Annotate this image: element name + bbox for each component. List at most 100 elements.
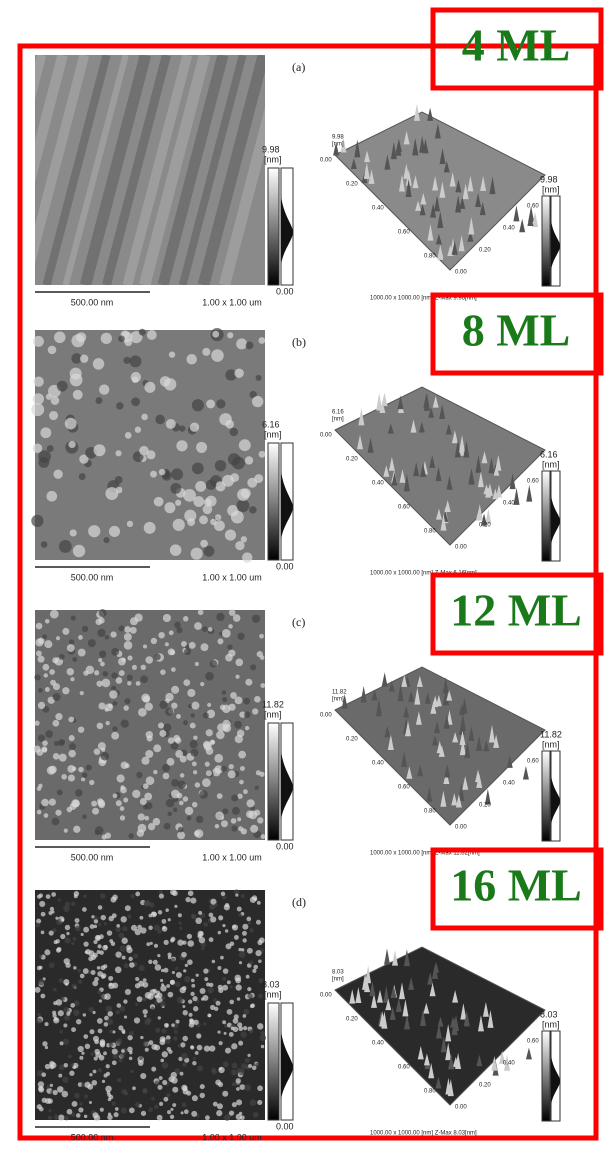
grain xyxy=(230,985,233,988)
grain xyxy=(239,961,242,964)
grain xyxy=(179,801,184,806)
grain xyxy=(201,947,204,950)
grain xyxy=(171,667,176,672)
grain xyxy=(236,338,247,349)
grain xyxy=(151,638,157,644)
grain xyxy=(155,415,165,425)
grain xyxy=(241,894,245,898)
grain xyxy=(82,626,88,632)
grain xyxy=(105,635,109,639)
grain xyxy=(180,773,185,778)
grain xyxy=(57,1086,64,1093)
grain xyxy=(193,1057,196,1060)
grain xyxy=(234,1014,239,1019)
grain xyxy=(196,816,203,823)
grain xyxy=(228,650,235,657)
peak xyxy=(519,219,525,233)
grain xyxy=(216,731,225,740)
grain xyxy=(71,334,84,347)
grain xyxy=(218,985,223,990)
grain xyxy=(108,704,113,709)
grain xyxy=(146,942,150,946)
grain xyxy=(259,937,265,943)
grain xyxy=(112,982,118,988)
grain xyxy=(38,979,45,986)
grain xyxy=(148,914,152,918)
grain xyxy=(242,924,248,930)
axis-3d-label: 0.00 xyxy=(455,1105,467,1111)
panel-label: (d) xyxy=(292,895,306,909)
grain xyxy=(175,967,178,970)
grain xyxy=(164,823,171,830)
axis-3d-label: 0.20 xyxy=(346,737,358,743)
grain xyxy=(232,1082,236,1086)
scale-bar-label: 500.00 nm xyxy=(71,297,114,307)
grain xyxy=(60,934,65,939)
grain xyxy=(177,780,185,788)
grain xyxy=(200,643,208,651)
grain xyxy=(244,711,251,718)
grain xyxy=(195,481,206,492)
grain xyxy=(137,830,144,837)
zmin-label: 0.00 xyxy=(276,286,294,296)
grain xyxy=(105,1086,111,1092)
grain xyxy=(234,368,243,377)
grain xyxy=(191,984,195,988)
grain xyxy=(129,1031,134,1036)
grain xyxy=(236,1087,240,1091)
grain xyxy=(73,826,80,833)
grain xyxy=(182,1102,187,1107)
grain xyxy=(180,1072,184,1076)
grain xyxy=(177,997,183,1003)
peak xyxy=(526,1047,532,1059)
grain xyxy=(198,609,204,615)
grain xyxy=(161,1028,166,1033)
grain xyxy=(234,721,242,729)
grain xyxy=(91,915,94,918)
grain xyxy=(190,723,196,729)
grain xyxy=(154,497,164,507)
grain xyxy=(195,662,199,666)
grain xyxy=(247,948,253,954)
grain xyxy=(196,1033,201,1038)
color-bar xyxy=(268,168,279,285)
grain xyxy=(228,624,233,629)
grain xyxy=(74,891,79,896)
grain xyxy=(153,770,157,774)
grain xyxy=(59,1030,63,1034)
grain xyxy=(33,336,44,347)
grain xyxy=(49,1061,55,1067)
grain xyxy=(200,1084,205,1089)
grain xyxy=(178,921,181,924)
grain xyxy=(135,929,141,935)
grain xyxy=(127,655,132,660)
color-bar-3d xyxy=(542,751,550,841)
grain xyxy=(106,1006,112,1012)
grain xyxy=(256,920,261,925)
axis-3d-label: 0.60 xyxy=(398,230,410,236)
grain xyxy=(39,901,45,907)
grain xyxy=(54,940,58,944)
grain xyxy=(113,793,118,798)
grain xyxy=(245,1058,250,1063)
grain xyxy=(188,890,194,896)
grain xyxy=(162,1080,167,1085)
axis-3d-label: 0.60 xyxy=(398,1065,410,1071)
grain xyxy=(109,939,113,943)
grain xyxy=(243,789,248,794)
grain xyxy=(144,901,150,907)
grain xyxy=(192,1095,198,1101)
grain xyxy=(88,525,100,537)
grain xyxy=(247,1054,250,1057)
grain xyxy=(192,399,204,411)
grain xyxy=(118,1025,123,1030)
grain xyxy=(87,1084,93,1090)
grain xyxy=(65,418,77,430)
grain xyxy=(175,737,181,743)
grain xyxy=(190,897,196,903)
grain xyxy=(170,650,175,655)
grain xyxy=(220,956,224,960)
grain xyxy=(57,381,68,392)
grain xyxy=(231,1043,237,1049)
